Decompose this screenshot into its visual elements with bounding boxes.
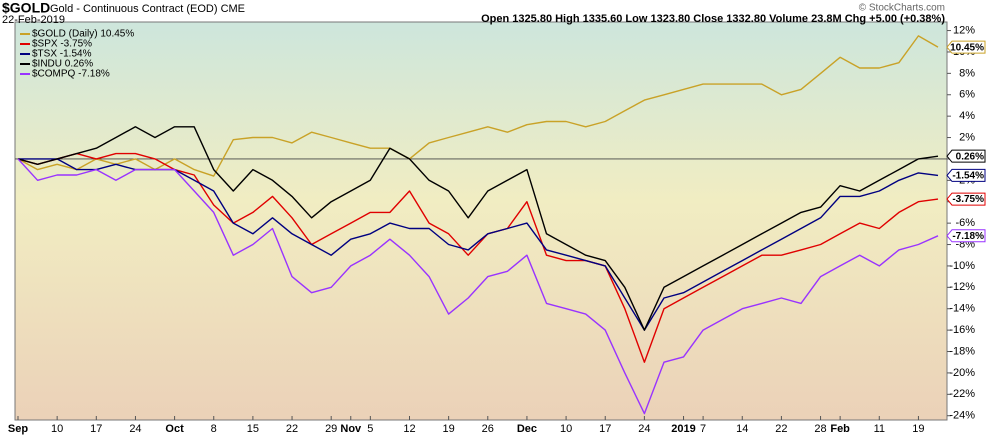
y-tick-label: -10% — [949, 260, 975, 272]
y-tick-label: -16% — [949, 324, 975, 336]
series-line — [17, 126, 939, 331]
x-tick-label: 15 — [247, 423, 259, 435]
y-tick-label: -20% — [949, 367, 975, 379]
chart-title: Gold - Continuous Contract (EOD) CME — [50, 3, 245, 15]
x-tick-label: 28 — [814, 423, 826, 435]
x-tick-label: 12 — [403, 423, 415, 435]
date: 22-Feb-2019 — [2, 14, 65, 26]
last-value-label: -1.54% — [952, 171, 984, 182]
y-tick-label: 8% — [959, 67, 975, 79]
y-tick-label: 2% — [959, 131, 975, 143]
plot-area — [14, 21, 948, 421]
symbol: $GOLD — [2, 0, 50, 16]
y-tick-label: -14% — [949, 303, 975, 315]
y-tick-label: 6% — [959, 89, 975, 101]
y-tick-label: -6% — [955, 217, 975, 229]
legend-label: $TSX -1.54% — [32, 49, 92, 60]
x-tick-label: 24 — [638, 423, 650, 435]
x-tick-label: 22 — [775, 423, 787, 435]
x-tick-label: 10 — [560, 423, 572, 435]
x-tick-label: 17 — [90, 423, 102, 435]
x-tick-label: Oct — [165, 423, 184, 435]
last-value-tag — [946, 40, 986, 54]
legend-label: $INDU 0.26% — [32, 59, 93, 70]
last-value-tag — [946, 229, 986, 243]
x-tick-label: Feb — [830, 423, 850, 435]
x-tick-label: 10 — [51, 423, 63, 435]
y-tick-label: -24% — [949, 410, 975, 422]
x-tick-label: 2019 — [671, 423, 695, 435]
series-line — [17, 158, 939, 415]
y-tick-label: 4% — [959, 110, 975, 122]
x-tick-label: 19 — [443, 423, 455, 435]
stats: Open 1325.80 High 1335.60 Low 1323.80 Cl… — [481, 13, 945, 25]
last-value-label: 10.45% — [950, 42, 984, 53]
y-tick-label: -12% — [949, 281, 975, 293]
x-tick-label: Sep — [8, 423, 28, 435]
series-line — [17, 152, 939, 363]
x-tick-label: 19 — [912, 423, 924, 435]
x-tick-label: 26 — [482, 423, 494, 435]
x-tick-label: 14 — [736, 423, 748, 435]
legend-label: $SPX -3.75% — [32, 39, 92, 50]
last-value-tag — [946, 168, 986, 182]
legend-label: $COMPQ -7.18% — [32, 69, 110, 80]
x-tick-label: 8 — [211, 423, 217, 435]
x-tick-label: 17 — [599, 423, 611, 435]
y-tick-label: -22% — [949, 388, 975, 400]
x-tick-label: 22 — [286, 423, 298, 435]
x-tick-label: 24 — [129, 423, 141, 435]
last-value-label: 0.26% — [956, 151, 984, 162]
last-value-label: -3.75% — [952, 194, 984, 205]
y-tick-label: 12% — [953, 24, 975, 36]
last-value-label: -7.18% — [952, 231, 984, 242]
x-tick-label: 11 — [874, 423, 885, 435]
x-tick-label: 5 — [367, 423, 373, 435]
x-tick-label: 7 — [700, 423, 706, 435]
series-line — [17, 35, 939, 177]
last-value-tag — [946, 149, 986, 163]
x-tick-label: Nov — [340, 423, 362, 435]
credit: © StockCharts.com — [859, 3, 945, 14]
x-tick-label: Dec — [517, 423, 537, 435]
legend-label: $GOLD (Daily) 10.45% — [32, 29, 134, 40]
y-tick-label: -18% — [949, 345, 975, 357]
x-tick-label: 29 — [325, 423, 337, 435]
last-value-tag — [946, 192, 986, 206]
